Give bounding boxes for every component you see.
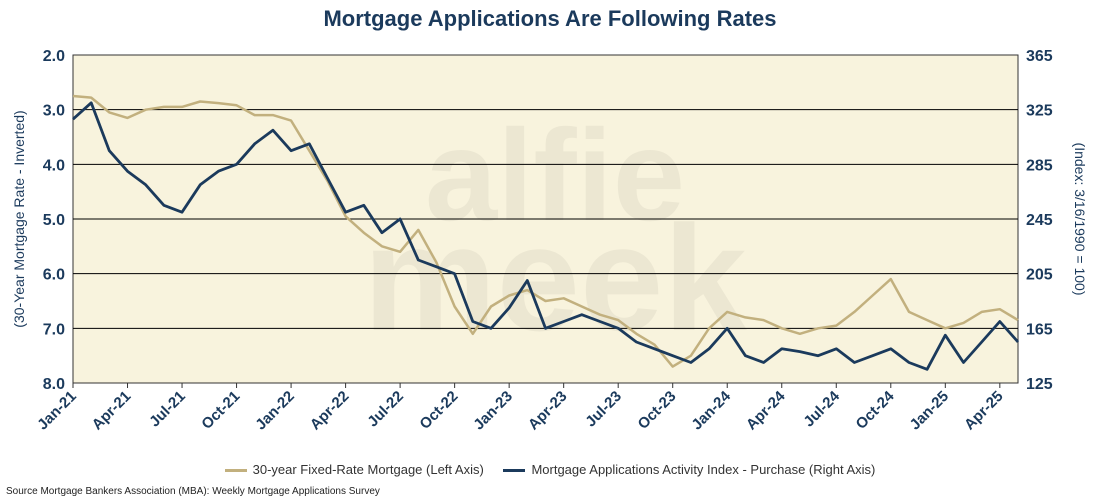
right-tick-label: 325 <box>1026 103 1053 120</box>
legend-item-mortgage-rate: 30-year Fixed-Rate Mortgage (Left Axis) <box>224 462 484 477</box>
x-tick-label: Apr-24 <box>743 387 789 433</box>
source-note: Source Mortgage Bankers Association (MBA… <box>6 486 380 497</box>
x-tick-label: Oct-21 <box>198 388 243 433</box>
x-tick-label: Jan-21 <box>34 388 80 434</box>
svg-text:meek: meek <box>363 194 747 362</box>
legend-label-applications-index: Mortgage Applications Activity Index - P… <box>531 462 876 477</box>
left-tick-label: 2.0 <box>43 48 65 65</box>
legend-swatch-applications-index <box>503 469 526 473</box>
chart-title: Mortgage Applications Are Following Rate… <box>323 6 777 31</box>
right-tick-label: 365 <box>1026 48 1053 65</box>
svg-text:alfie: alfie <box>425 102 685 248</box>
legend-item-applications-index: Mortgage Applications Activity Index - P… <box>503 462 875 477</box>
left-tick-label: 8.0 <box>43 376 65 393</box>
left-tick-label: 3.0 <box>43 103 65 120</box>
x-tick-label: Jan-22 <box>252 388 298 434</box>
x-tick-label: Oct-22 <box>416 388 461 433</box>
legend: 30-year Fixed-Rate Mortgage (Left Axis) … <box>0 462 1100 477</box>
right-tick-label: 165 <box>1026 321 1053 338</box>
x-axis-ticks: Jan-21 Apr-21 Jul-21 Oct-21 Jan-22 Apr-22 Jul-… <box>34 383 1007 434</box>
right-tick-label: 285 <box>1026 157 1053 174</box>
x-tick-label: Apr-23 <box>525 388 571 434</box>
x-tick-label: Apr-22 <box>307 388 353 434</box>
left-tick-label: 7.0 <box>43 321 65 338</box>
left-tick-label: 6.0 <box>43 267 65 284</box>
x-tick-label: Jan-23 <box>470 388 516 434</box>
x-tick-label: Jan-25 <box>907 388 953 434</box>
x-tick-label: Jul-22 <box>364 388 407 431</box>
series-line-applications-index <box>72 101 1020 371</box>
right-tick-label: 245 <box>1026 212 1053 229</box>
x-tick-label: Jul-21 <box>146 388 189 431</box>
series-line-mortgage-rate <box>72 94 1019 368</box>
series-layer <box>72 94 1020 371</box>
right-axis-title: (Index: 3/16/1990 = 100) <box>1072 143 1088 296</box>
right-axis-ticks: 365 325 285 245 205 165 125 <box>1026 48 1053 393</box>
grid-layer <box>73 109 1018 329</box>
legend-swatch-mortgage-rate <box>224 469 247 473</box>
left-tick-label: 5.0 <box>43 212 65 229</box>
x-tick-label: Jan-24 <box>688 387 734 433</box>
x-tick-label: Oct-23 <box>635 388 680 433</box>
right-tick-label: 205 <box>1026 267 1053 284</box>
left-tick-label: 4.0 <box>43 157 65 174</box>
left-axis-ticks: 2.0 3.0 4.0 5.0 6.0 7.0 8.0 <box>43 48 65 393</box>
left-axis-title: (30-Year Mortgage Rate - Inverted) <box>11 110 27 327</box>
x-tick-label: Oct-24 <box>853 387 898 432</box>
watermark: alfie meek <box>363 102 747 362</box>
x-tick-label: Jul-23 <box>582 388 625 431</box>
legend-label-mortgage-rate: 30-year Fixed-Rate Mortgage (Left Axis) <box>252 462 484 477</box>
x-tick-label: Apr-25 <box>961 388 1007 434</box>
x-tick-label: Jul-24 <box>800 387 843 430</box>
x-tick-label: Apr-21 <box>89 388 135 434</box>
right-tick-label: 125 <box>1026 376 1053 393</box>
